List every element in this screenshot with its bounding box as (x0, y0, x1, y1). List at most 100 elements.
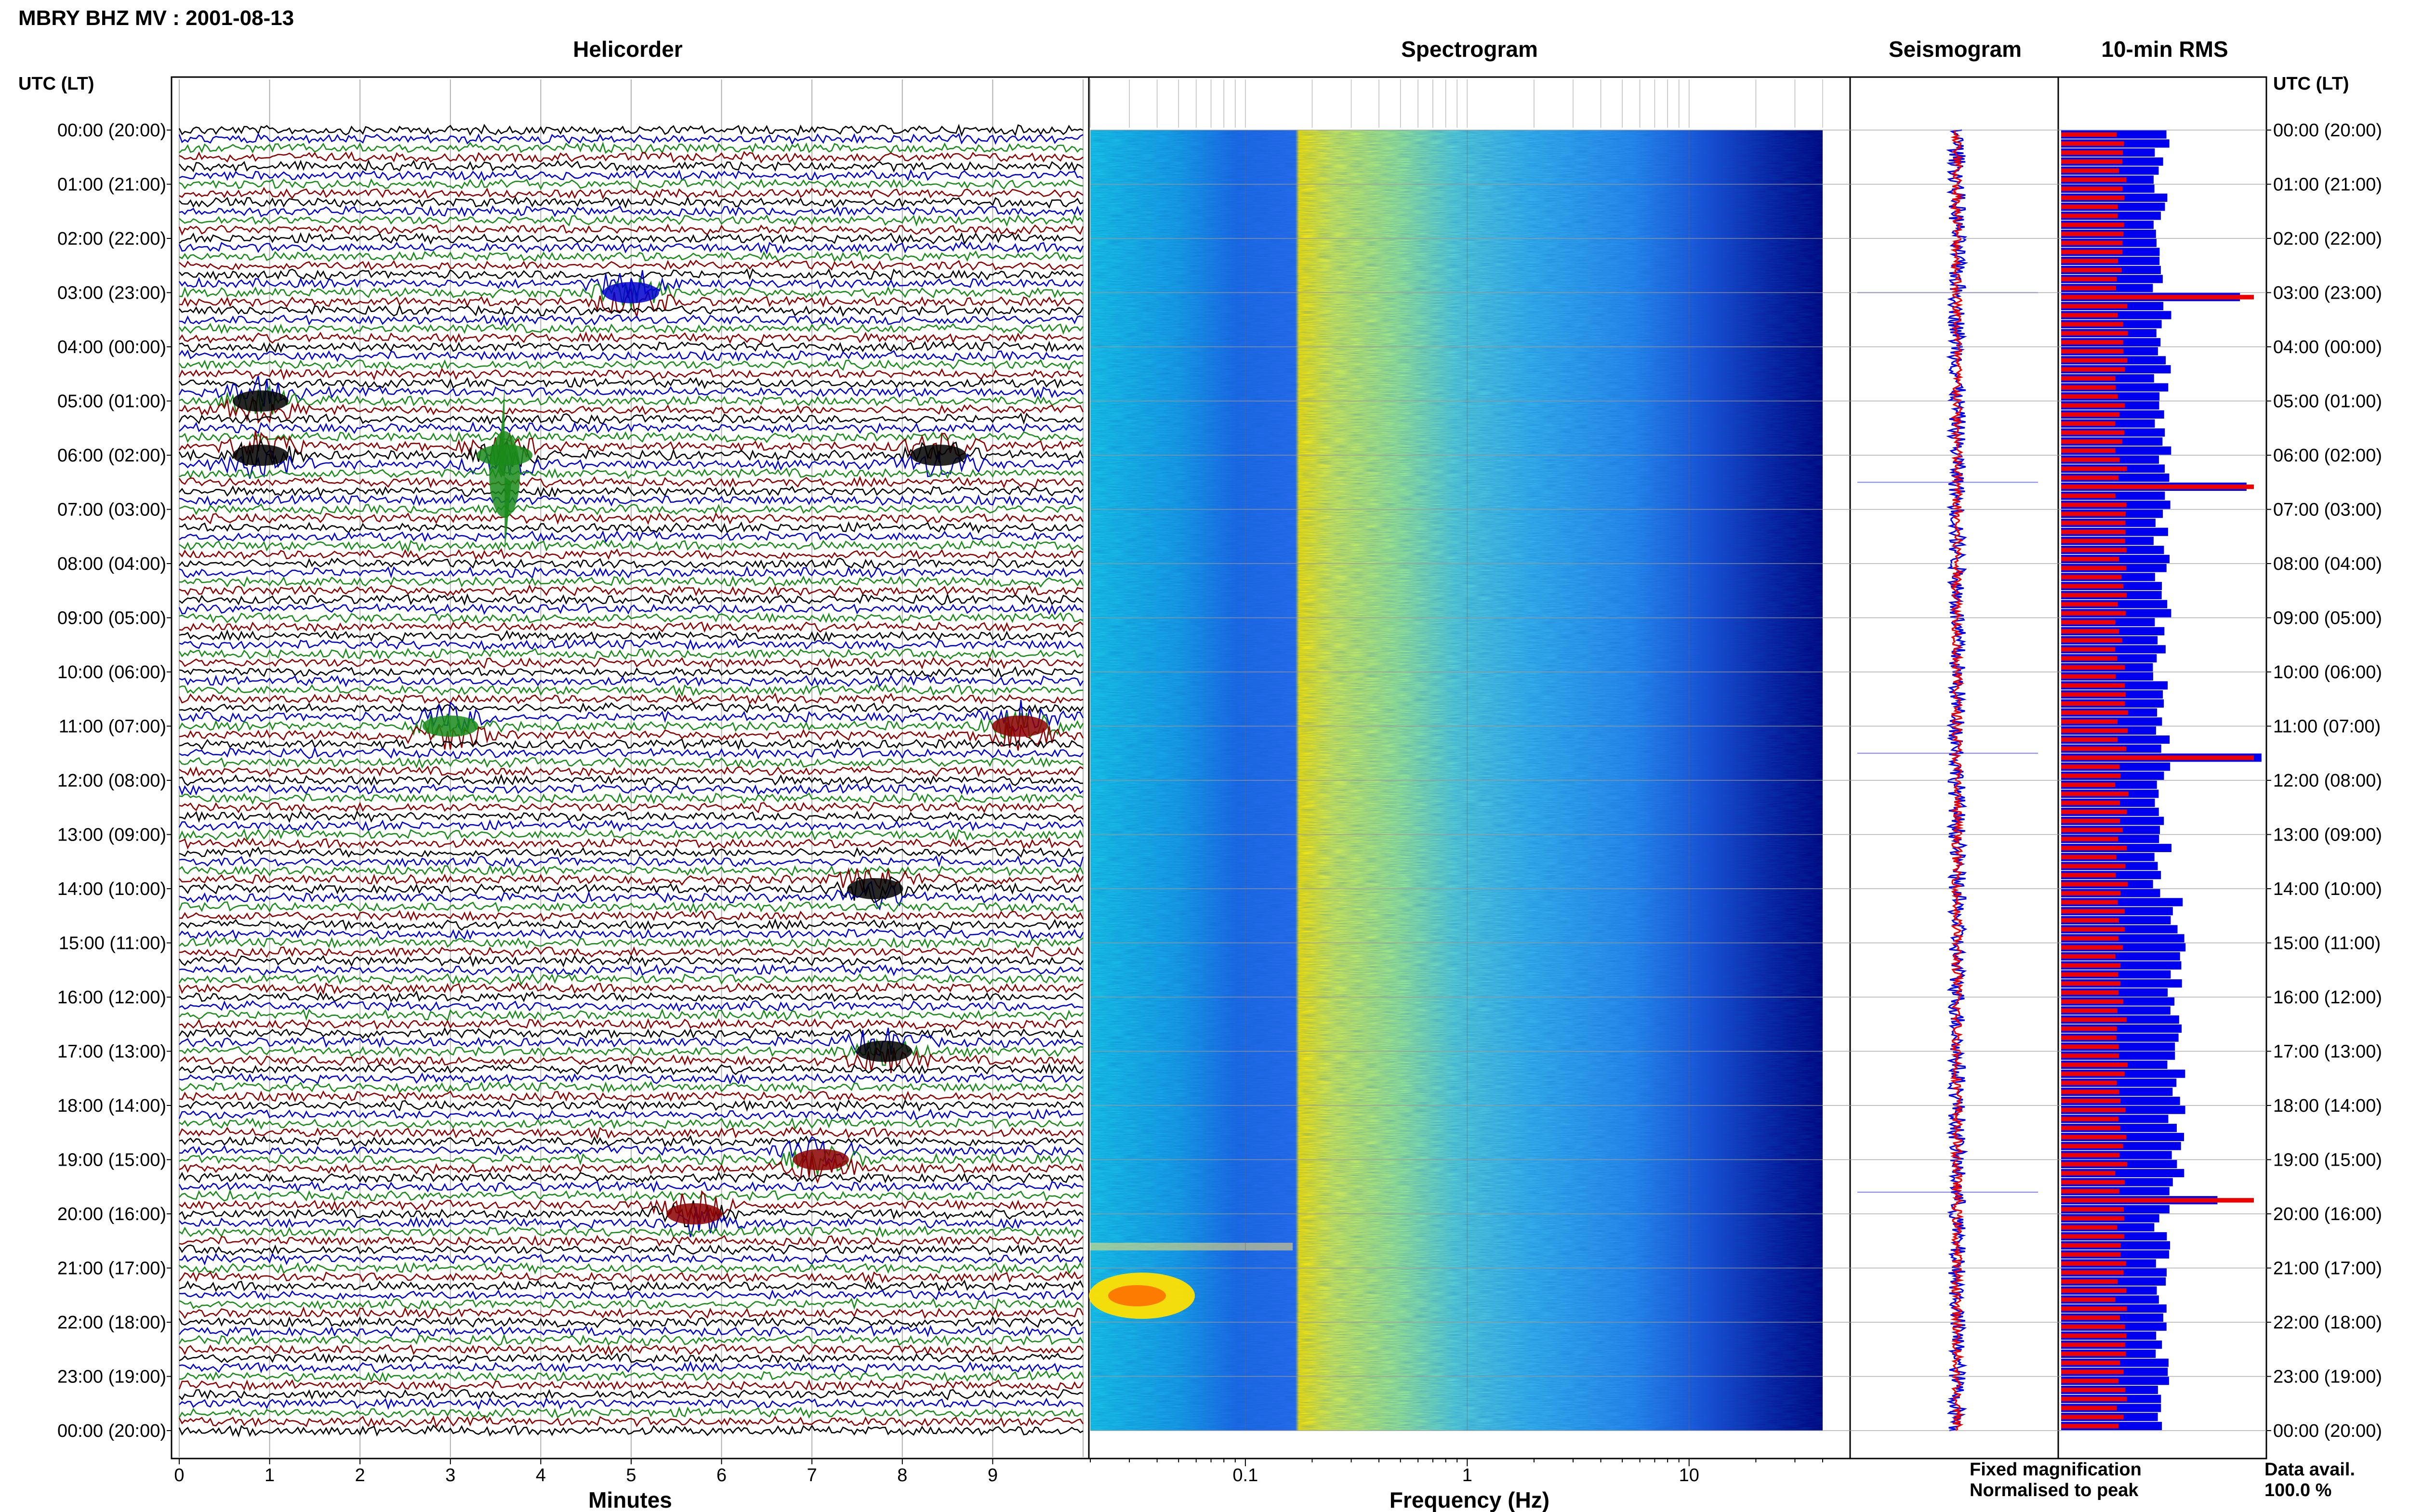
rms-normalised-bar (2061, 1351, 2126, 1356)
rms-normalised-bar (2061, 412, 2120, 417)
y-tick-label-right: 00:00 (20:00) (2273, 1421, 2382, 1441)
y-tick-label-right: 10:00 (06:00) (2273, 662, 2382, 683)
helicorder-trace (179, 314, 1084, 327)
helicorder-trace (179, 1072, 1084, 1085)
helicorder-trace (179, 539, 1084, 552)
data-availability-value: 100.0 % (2264, 1480, 2331, 1500)
rms-normalised-bar (2061, 1216, 2124, 1221)
helicorder-event (992, 715, 1048, 737)
rms-normalised-bar (2061, 1071, 2125, 1077)
y-tick-label-right: 09:00 (05:00) (2273, 608, 2382, 629)
y-tick-label-left: 11:00 (07:00) (59, 717, 166, 737)
y-tick-label-left: 00:00 (20:00) (57, 1421, 166, 1441)
rms-normalised-bar (2061, 638, 2122, 643)
rms-normalised-bar (2061, 1360, 2120, 1366)
spectrogram-x-axis-label: Frequency (Hz) (1390, 1487, 1549, 1512)
rms-normalised-bar (2061, 1261, 2126, 1266)
rms-normalised-bar (2061, 674, 2116, 679)
helicorder-trace (179, 774, 1083, 787)
x-tick-label: 1 (265, 1465, 275, 1486)
rms-normalised-bar (2061, 223, 2124, 227)
y-tick-label-left: 19:00 (15:00) (57, 1150, 166, 1170)
helicorder-trace (178, 973, 1084, 986)
rms-normalised-bar (2061, 1026, 2117, 1031)
rms-normalised-bar (2061, 1189, 2119, 1194)
rms-normalised-bar (2061, 692, 2126, 697)
rms-normalised-bar (2061, 1315, 2120, 1320)
helicorder-trace (179, 268, 1084, 281)
helicorder-trace (179, 1063, 1084, 1076)
rms-normalised-bar (2061, 539, 2125, 543)
helicorder-trace (178, 241, 1084, 255)
helicorder-trace (179, 864, 1084, 877)
helicorder-trace (178, 828, 1084, 841)
rms-normalised-bar (2061, 737, 2118, 742)
helicorder-trace (179, 756, 1084, 769)
helicorder-trace (178, 1271, 1084, 1284)
y-tick-label-right: 06:00 (02:00) (2273, 446, 2382, 466)
helicorder-trace (179, 855, 1084, 868)
helicorder-event (232, 390, 289, 412)
rms-normalised-bar (2061, 457, 2120, 462)
rms-normalised-bar (2061, 791, 2129, 796)
rms-normalised-bar (2061, 611, 2126, 616)
rms-normalised-bar (2061, 1198, 2254, 1203)
helicorder-trace (179, 1135, 1084, 1147)
rms-normalised-bar (2061, 204, 2118, 210)
rms-normalised-bar (2061, 303, 2128, 309)
helicorder-trace (179, 666, 1084, 678)
helicorder-trace (178, 692, 1084, 705)
rms-normalised-bar (2061, 231, 2124, 237)
helicorder-trace (178, 1424, 1084, 1438)
helicorder-trace (179, 792, 1084, 805)
y-tick-label-left: 14:00 (10:00) (57, 879, 166, 899)
helicorder-trace (179, 1145, 1084, 1175)
y-tick-label-left: 03:00 (23:00) (57, 283, 166, 303)
helicorder-trace (178, 1171, 1084, 1184)
rms-normalised-bar (2061, 1008, 2118, 1013)
y-tick-label-left: 10:00 (06:00) (57, 662, 166, 683)
helicorder-trace (178, 375, 1084, 407)
rms-normalised-bar (2061, 918, 2119, 923)
rms-normalised-bar (2061, 286, 2117, 290)
y-tick-label-right: 19:00 (15:00) (2273, 1150, 2382, 1170)
helicorder-trace (179, 1018, 1084, 1030)
spectrogram-band (1090, 1243, 1293, 1250)
helicorder-title: Helicorder (573, 37, 683, 62)
rms-normalised-bar (2061, 845, 2127, 851)
rms-normalised-bar (2061, 250, 2123, 254)
helicorder-trace (178, 159, 1084, 173)
rms-normalised-bar (2061, 728, 2128, 733)
helicorder-trace (179, 260, 1084, 271)
rms-normalised-bar (2061, 556, 2119, 562)
rms-normalised-bar (2061, 999, 2124, 1004)
rms-normalised-bar (2061, 1225, 2118, 1230)
helicorder-trace (179, 431, 1084, 444)
x-tick-label: 0.1 (1232, 1465, 1258, 1486)
helicorder-trace (179, 178, 1084, 191)
helicorder-trace (179, 1298, 1084, 1311)
y-tick-label-right: 15:00 (11:00) (2273, 933, 2381, 954)
helicorder-trace (178, 349, 1084, 362)
helicorder-trace (178, 1333, 1084, 1347)
y-tick-label-left: 21:00 (17:00) (57, 1259, 166, 1279)
rms-normalised-bar (2061, 276, 2117, 282)
rms-normalised-bar (2061, 1369, 2124, 1374)
helicorder-trace (179, 1344, 1084, 1356)
helicorder-trace (179, 737, 1084, 750)
helicorder-trace (179, 421, 1084, 434)
x-tick-label: 2 (355, 1465, 365, 1486)
helicorder-trace (179, 1200, 1084, 1227)
helicorder-trace (179, 584, 1084, 597)
rms-normalised-bar (2061, 629, 2119, 634)
rms-normalised-bar (2061, 1406, 2117, 1410)
helicorder-trace (179, 1361, 1084, 1374)
x-tick-label: 9 (988, 1465, 998, 1486)
helicorder-trace (179, 385, 1084, 415)
rms-normalised-bar (2061, 620, 2116, 625)
y-tick-label-left: 05:00 (01:00) (57, 392, 166, 412)
helicorder-trace (178, 303, 1084, 317)
rms-normalised-bar (2061, 430, 2125, 435)
helicorder-trace (179, 397, 1084, 424)
rms-normalised-bar (2061, 963, 2121, 968)
